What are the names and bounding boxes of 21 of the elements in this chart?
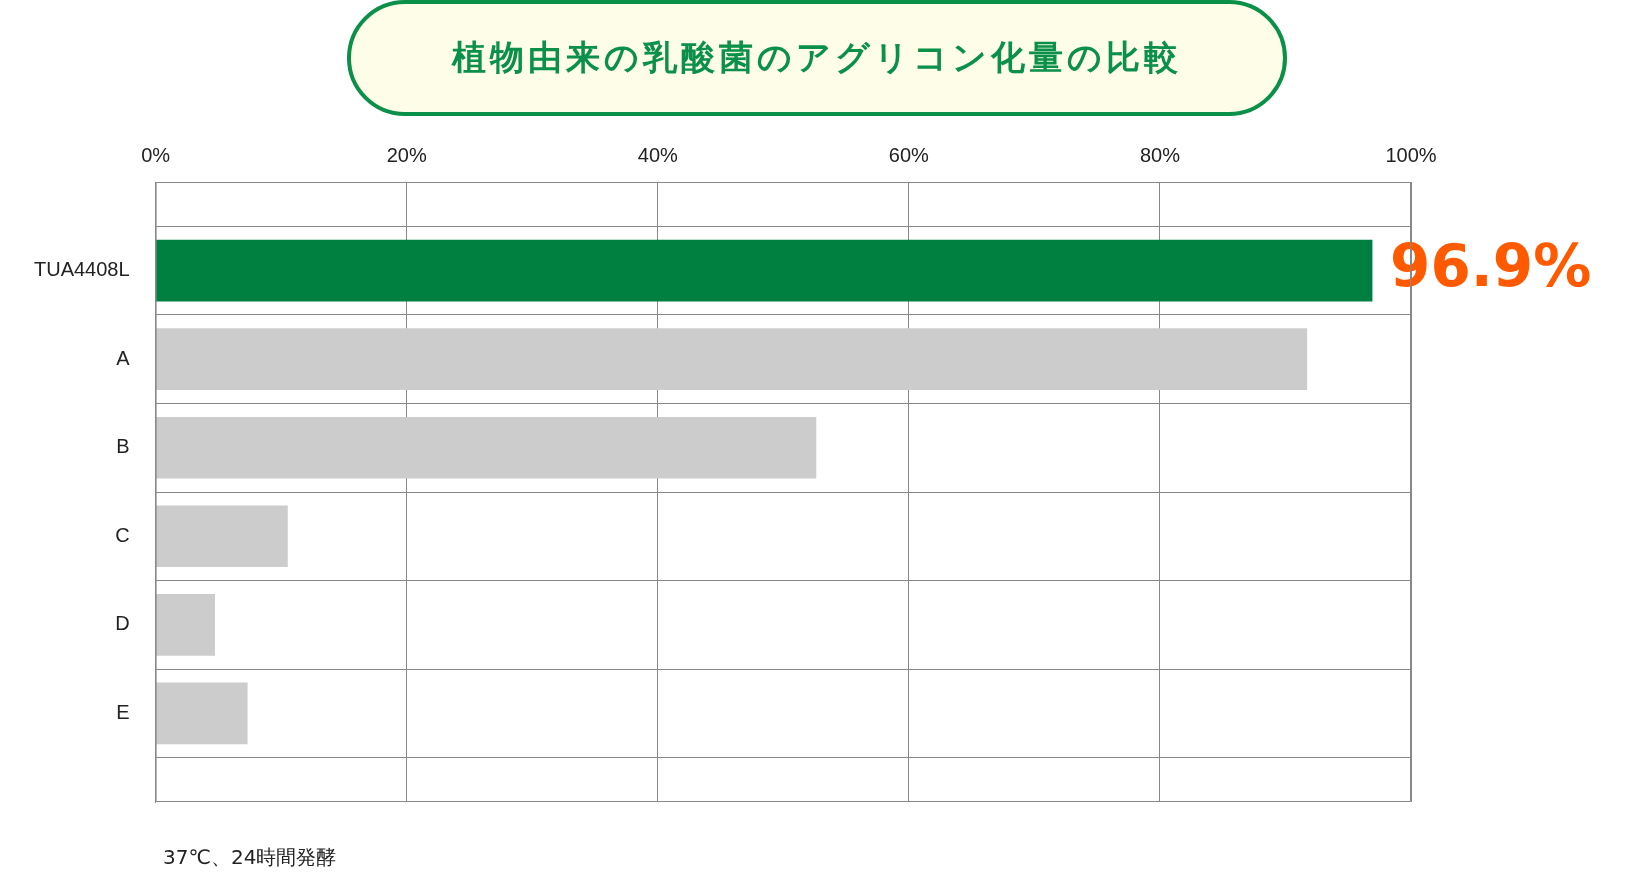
y-tick-label: D bbox=[115, 612, 130, 635]
bar bbox=[155, 239, 1373, 302]
bar bbox=[155, 328, 1308, 390]
y-tick-label: C bbox=[115, 523, 130, 546]
x-tick-label: 60% bbox=[888, 143, 930, 166]
x-tick-label: 100% bbox=[1385, 143, 1437, 166]
chart-title: 植物由来の乳酸菌のアグリコン化量の比較 bbox=[452, 36, 1182, 79]
text: 37℃、24時間発酵 bbox=[163, 844, 338, 871]
x-tick-label: 0% bbox=[141, 143, 171, 166]
y-tick-label: A bbox=[116, 346, 131, 369]
bar bbox=[155, 594, 215, 656]
bar bbox=[155, 416, 817, 479]
bar bbox=[155, 505, 288, 568]
bar bbox=[155, 682, 248, 745]
x-tick-label: 80% bbox=[1139, 143, 1181, 166]
x-tick-label: 40% bbox=[637, 143, 678, 166]
y-tick-label: E bbox=[116, 700, 130, 723]
y-tick-label: TUA4408L bbox=[33, 258, 130, 281]
data-label: 96.9% bbox=[1390, 231, 1592, 300]
y-tick-label: B bbox=[116, 435, 130, 458]
x-tick-label: 20% bbox=[386, 143, 427, 166]
